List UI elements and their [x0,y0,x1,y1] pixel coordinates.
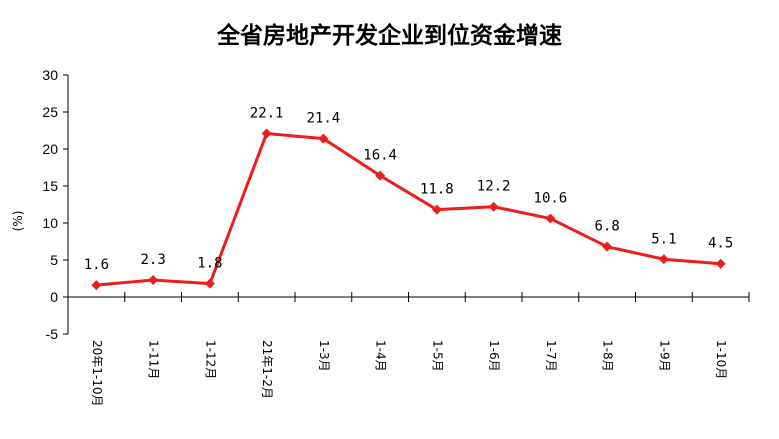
data-point [261,128,272,139]
data-point [715,258,726,269]
chart-marks: 1.6 2.3 1.8 22.1 21.4 16.4 11.8 12.2 10.6 6.8 5.1 4… [84,105,733,291]
y-tick-label: 20 [42,141,58,157]
axes: -5 0 5 10 15 20 25 30 20年1-10月 1-11月 1-12月 21年1-2月 1… [42,67,750,407]
data-label: 1.6 [84,257,109,273]
data-point [318,133,329,144]
data-label: 2.3 [140,252,165,268]
x-tick-label: 20年1-10月 [90,340,104,407]
data-label: 10.6 [534,191,568,207]
data-label: 21.4 [307,111,341,127]
data-point [375,170,386,181]
x-tick-label: 1-10月 [714,340,728,379]
data-label: 5.1 [651,231,676,247]
series-line [96,131,721,287]
y-tick-label: 30 [42,67,58,83]
chart-title: 全省房地产开发企业到位资金增速 [217,22,562,49]
x-tick-label: 1-12月 [203,340,217,379]
x-tick-label: 1-6月 [487,340,501,372]
data-point [488,201,499,212]
data-label: 6.8 [594,219,619,235]
data-point [148,274,159,285]
x-tick-label: 1-3月 [317,340,331,372]
x-tick-label: 1-5月 [430,340,444,372]
y-tick-label: 5 [50,252,58,268]
data-point [545,213,556,224]
y-tick-label: -5 [46,326,59,342]
data-point [602,241,613,252]
data-label: 22.1 [250,105,284,121]
data-label: 11.8 [420,182,454,198]
x-tick-label: 1-9月 [657,340,671,372]
data-point [91,280,102,291]
data-label: 4.5 [708,236,733,252]
data-point [658,254,669,265]
x-tick-label: 21年1-2月 [260,340,274,399]
y-tick-label: 15 [42,178,58,194]
y-tick-label: 10 [42,215,58,231]
data-point [204,278,215,289]
data-label: 1.8 [197,256,222,272]
x-tick-label: 1-4月 [374,340,388,372]
x-tick-label: 1-8月 [601,340,615,372]
x-tick-label: 1-11月 [147,340,161,379]
y-tick-label: 25 [42,104,58,120]
data-label: 12.2 [477,179,511,195]
data-point [431,204,442,215]
data-label: 16.4 [363,148,397,164]
x-tick-label: 1-7月 [544,340,558,372]
y-tick-label: 0 [50,289,58,305]
